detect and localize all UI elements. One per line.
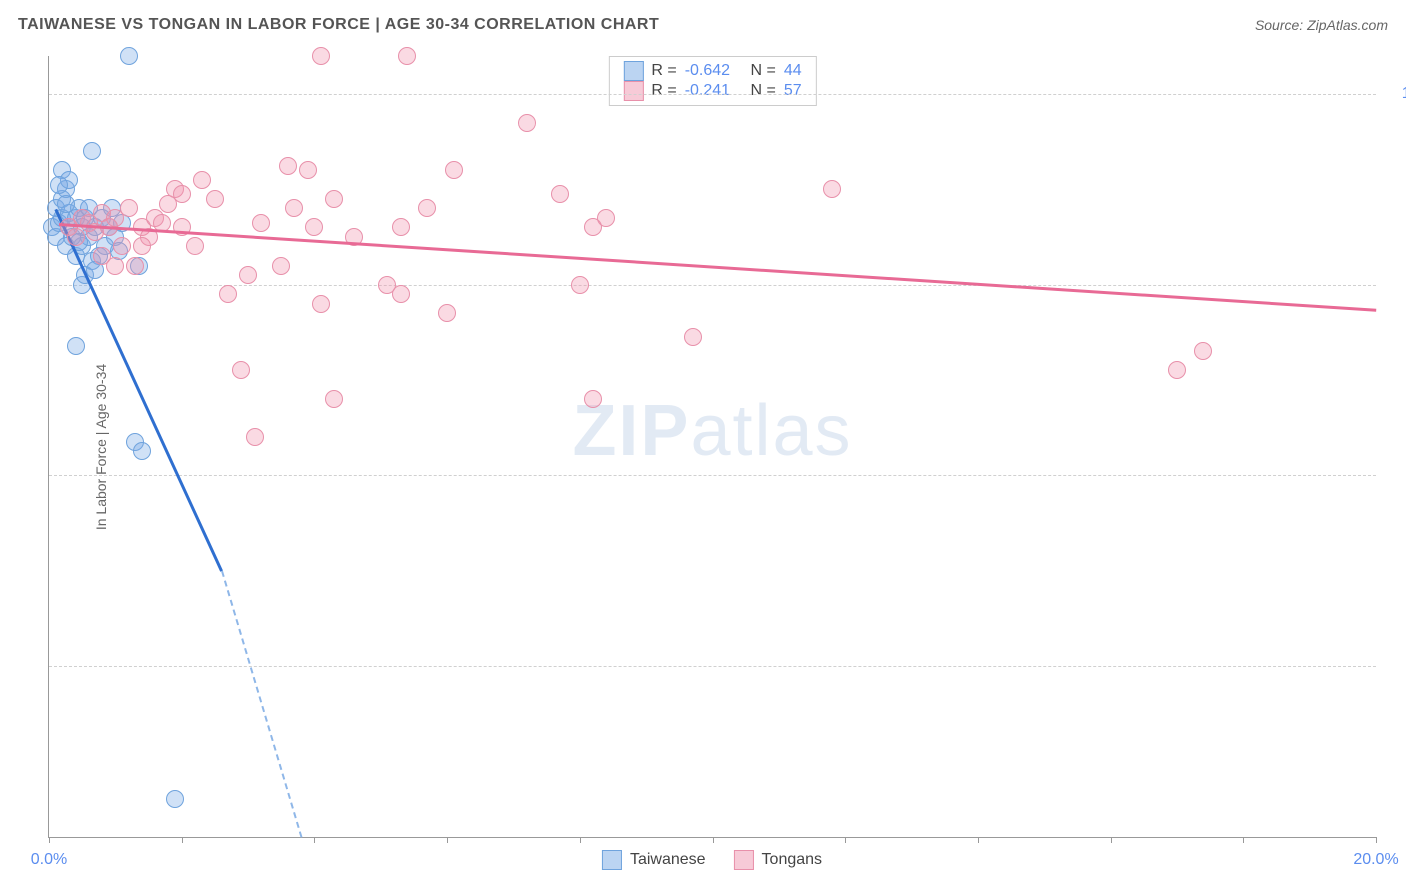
data-point	[113, 237, 131, 255]
data-point	[279, 157, 297, 175]
stats-legend: R = -0.642 N = 44 R = -0.241 N = 57	[608, 56, 816, 106]
x-tick	[978, 837, 979, 843]
data-point	[285, 199, 303, 217]
data-point	[57, 195, 75, 213]
swatch-taiwanese-icon	[602, 850, 622, 870]
y-tick-label: 100.0%	[1386, 85, 1406, 103]
data-point	[67, 337, 85, 355]
swatch-taiwanese-icon	[623, 61, 643, 81]
data-point	[120, 47, 138, 65]
y-tick-label: 60.0%	[1386, 466, 1406, 484]
data-point	[584, 390, 602, 408]
swatch-tongans-icon	[734, 850, 754, 870]
data-point	[173, 185, 191, 203]
x-tick	[1376, 837, 1377, 843]
source-label: Source: ZipAtlas.com	[1255, 17, 1388, 33]
data-point	[571, 276, 589, 294]
data-point	[232, 361, 250, 379]
trend-line	[221, 571, 303, 838]
y-tick-label: 80.0%	[1386, 276, 1406, 294]
x-tick	[580, 837, 581, 843]
legend-item-taiwanese: Taiwanese	[602, 850, 706, 870]
data-point	[312, 295, 330, 313]
data-point	[120, 199, 138, 217]
stats-row-tongans: R = -0.241 N = 57	[623, 81, 801, 101]
data-point	[206, 190, 224, 208]
data-point	[166, 790, 184, 808]
data-point	[684, 328, 702, 346]
data-point	[392, 218, 410, 236]
data-point	[398, 47, 416, 65]
x-tick	[182, 837, 183, 843]
gridline	[49, 285, 1376, 286]
watermark: ZIPatlas	[572, 390, 852, 472]
data-point	[106, 257, 124, 275]
data-point	[126, 257, 144, 275]
x-tick	[713, 837, 714, 843]
data-point	[50, 176, 68, 194]
trend-line	[59, 223, 1376, 311]
data-point	[823, 180, 841, 198]
data-point	[325, 190, 343, 208]
data-point	[1194, 342, 1212, 360]
x-tick-label: 0.0%	[31, 851, 67, 869]
x-tick	[49, 837, 50, 843]
data-point	[239, 266, 257, 284]
data-point	[438, 304, 456, 322]
data-point	[83, 142, 101, 160]
y-tick-label: 40.0%	[1386, 657, 1406, 675]
x-tick	[447, 837, 448, 843]
data-point	[272, 257, 290, 275]
data-point	[133, 237, 151, 255]
data-point	[193, 171, 211, 189]
gridline	[49, 666, 1376, 667]
data-point	[418, 199, 436, 217]
x-tick	[1243, 837, 1244, 843]
plot-region: ZIPatlas R = -0.642 N = 44 R = -0.241 N …	[48, 56, 1376, 838]
data-point	[597, 209, 615, 227]
data-point	[325, 390, 343, 408]
stats-row-taiwanese: R = -0.642 N = 44	[623, 61, 801, 81]
data-point	[186, 237, 204, 255]
data-point	[246, 428, 264, 446]
data-point	[67, 228, 85, 246]
data-point	[445, 161, 463, 179]
gridline	[49, 94, 1376, 95]
x-tick	[845, 837, 846, 843]
data-point	[312, 47, 330, 65]
chart-area: In Labor Force | Age 30-34 ZIPatlas R = …	[48, 56, 1376, 838]
data-point	[305, 218, 323, 236]
x-tick	[314, 837, 315, 843]
legend-item-tongans: Tongans	[734, 850, 823, 870]
data-point	[133, 442, 151, 460]
series-legend: Taiwanese Tongans	[602, 850, 822, 870]
data-point	[219, 285, 237, 303]
data-point	[252, 214, 270, 232]
data-point	[518, 114, 536, 132]
data-point	[1168, 361, 1186, 379]
data-point	[392, 285, 410, 303]
swatch-tongans-icon	[623, 81, 643, 101]
x-tick	[1111, 837, 1112, 843]
x-tick-label: 20.0%	[1353, 851, 1398, 869]
data-point	[299, 161, 317, 179]
gridline	[49, 475, 1376, 476]
chart-title: TAIWANESE VS TONGAN IN LABOR FORCE | AGE…	[18, 16, 659, 34]
data-point	[551, 185, 569, 203]
